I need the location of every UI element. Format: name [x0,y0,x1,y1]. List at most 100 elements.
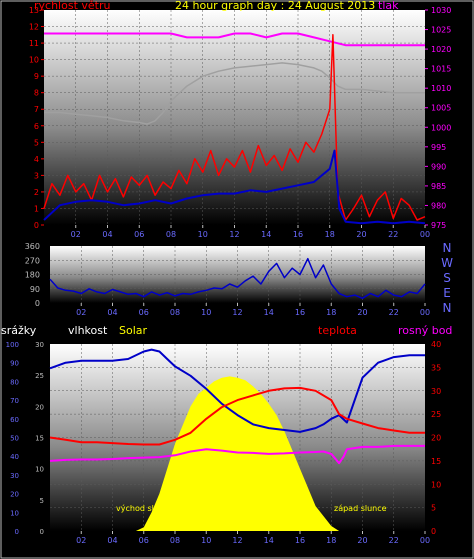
y-tick-precip: 50 [10,435,19,443]
x-tick-label: 14 [264,536,274,545]
y-tick-left: 4 [34,155,39,164]
ylabel-wind-speed: rychlost větru [34,0,110,12]
series-wind-speed [43,34,426,221]
series-bottom [49,348,425,531]
x-tick-label: 12 [229,230,239,239]
series-wind-direction [49,257,426,300]
y-tick-precip: 100 [6,341,19,349]
y-tick-left: 6 [34,122,39,131]
ylabel-solar: Solar [119,324,148,337]
x-tick-label: 00 [420,308,430,317]
panel-humidity-temp-solar: 0102030405060708090100051015202530051015… [1,324,452,545]
x-tick-label: 08 [166,230,176,239]
y-tick-left: 8 [34,89,39,98]
ylabel-dewpoint: rosný bod [398,324,452,337]
y-tick-humidity: 25 [35,372,44,380]
y-tick-humidity: 5 [40,497,44,505]
compass-letter: W [441,256,453,270]
y-tick-temperature: 5 [431,504,436,513]
x-tick-label: 08 [170,308,180,317]
x-tick-label: 22 [389,308,399,317]
y-tick-left: 5 [34,138,39,147]
series-pressure [44,32,425,47]
y-tick-direction: 90 [30,285,40,294]
ylabel-precipitation: srážky [1,324,37,337]
y-tick-right: 1000 [431,123,451,132]
y-tick-precip: 70 [10,397,19,405]
y-tick-right: 1015 [431,65,451,74]
y-tick-right: 990 [431,162,446,171]
y-tick-temperature: 0 [431,527,436,536]
y-tick-right: 985 [431,182,446,191]
y-tick-right: 1010 [431,84,451,93]
x-tick-label: 20 [357,308,367,317]
x-tick-label: 04 [107,536,117,545]
series-humidity [49,348,425,433]
y-tick-left: 2 [34,188,39,197]
y-tick-precip: 80 [10,378,19,386]
series-solar-area [50,376,425,531]
x-tick-label: 14 [261,230,271,239]
y-tick-precip: 10 [10,509,19,517]
x-tick-label: 02 [71,230,81,239]
x-tick-label: 06 [139,308,149,317]
x-tick-label: 18 [326,308,336,317]
y-tick-left: 11 [29,39,39,48]
y-tick-humidity: 15 [35,435,44,443]
x-tick-label: 02 [76,308,86,317]
y-tick-precip: 90 [10,360,19,368]
y-tick-precip: 40 [10,453,19,461]
y-tick-precip: 20 [10,491,19,499]
compass-letter: S [443,271,451,285]
y-tick-temperature: 20 [431,434,441,443]
compass-letter: N [443,241,452,255]
x-tick-label: 18 [325,230,335,239]
x-tick-label: 16 [293,230,303,239]
y-tick-temperature: 30 [431,387,441,396]
y-tick-direction: 0 [35,299,40,308]
y-tick-humidity: 10 [35,466,44,474]
y-tick-precip: 0 [15,528,19,536]
y-tick-direction: 180 [25,271,40,280]
series-blue [43,149,426,225]
series-temperature [49,386,425,446]
ticks-bottom: 0102030405060708090100051015202530051015… [6,340,442,545]
x-tick-label: 00 [420,230,430,239]
y-tick-direction: 270 [25,256,40,265]
y-tick-right: 1020 [431,45,451,54]
y-tick-left: 12 [29,23,39,32]
x-tick-label: 04 [107,308,117,317]
y-tick-right: 1005 [431,104,451,113]
y-tick-left: 3 [34,171,39,180]
ylabel-temperature: teplota [318,324,357,337]
x-tick-label: 06 [139,536,149,545]
x-tick-label: 06 [134,230,144,239]
y-tick-left: 0 [34,221,39,230]
chart-title: 24 hour graph day : 24 August 2013 [175,0,375,12]
series-direction [49,257,426,300]
x-tick-label: 14 [264,308,274,317]
y-tick-right: 995 [431,143,446,152]
y-tick-left: 9 [34,72,39,81]
annotation-sunrise: východ slunce [116,504,173,513]
ylabel-pressure: tlak [378,0,399,12]
x-tick-label: 20 [356,230,366,239]
x-tick-label: 18 [326,536,336,545]
y-tick-humidity: 20 [35,403,44,411]
x-tick-label: 22 [389,536,399,545]
ticks-top: 0123456789101112139759809859909951000100… [29,6,452,239]
grid-top [44,10,425,225]
x-tick-label: 16 [295,536,305,545]
x-tick-label: 10 [198,230,208,239]
ylabel-humidity: vlhkost [68,324,108,337]
y-tick-left: 10 [29,56,39,65]
ticks-direction: 0 90 180 270 360 02 04 06 08 10 12 14 16 18 20 22 00 [25,242,430,317]
x-tick-label: 12 [232,536,242,545]
y-tick-direction: 360 [25,242,40,251]
x-tick-label: 16 [295,308,305,317]
y-tick-precip: 60 [10,416,19,424]
y-tick-temperature: 40 [431,340,441,349]
x-tick-label: 12 [232,308,242,317]
